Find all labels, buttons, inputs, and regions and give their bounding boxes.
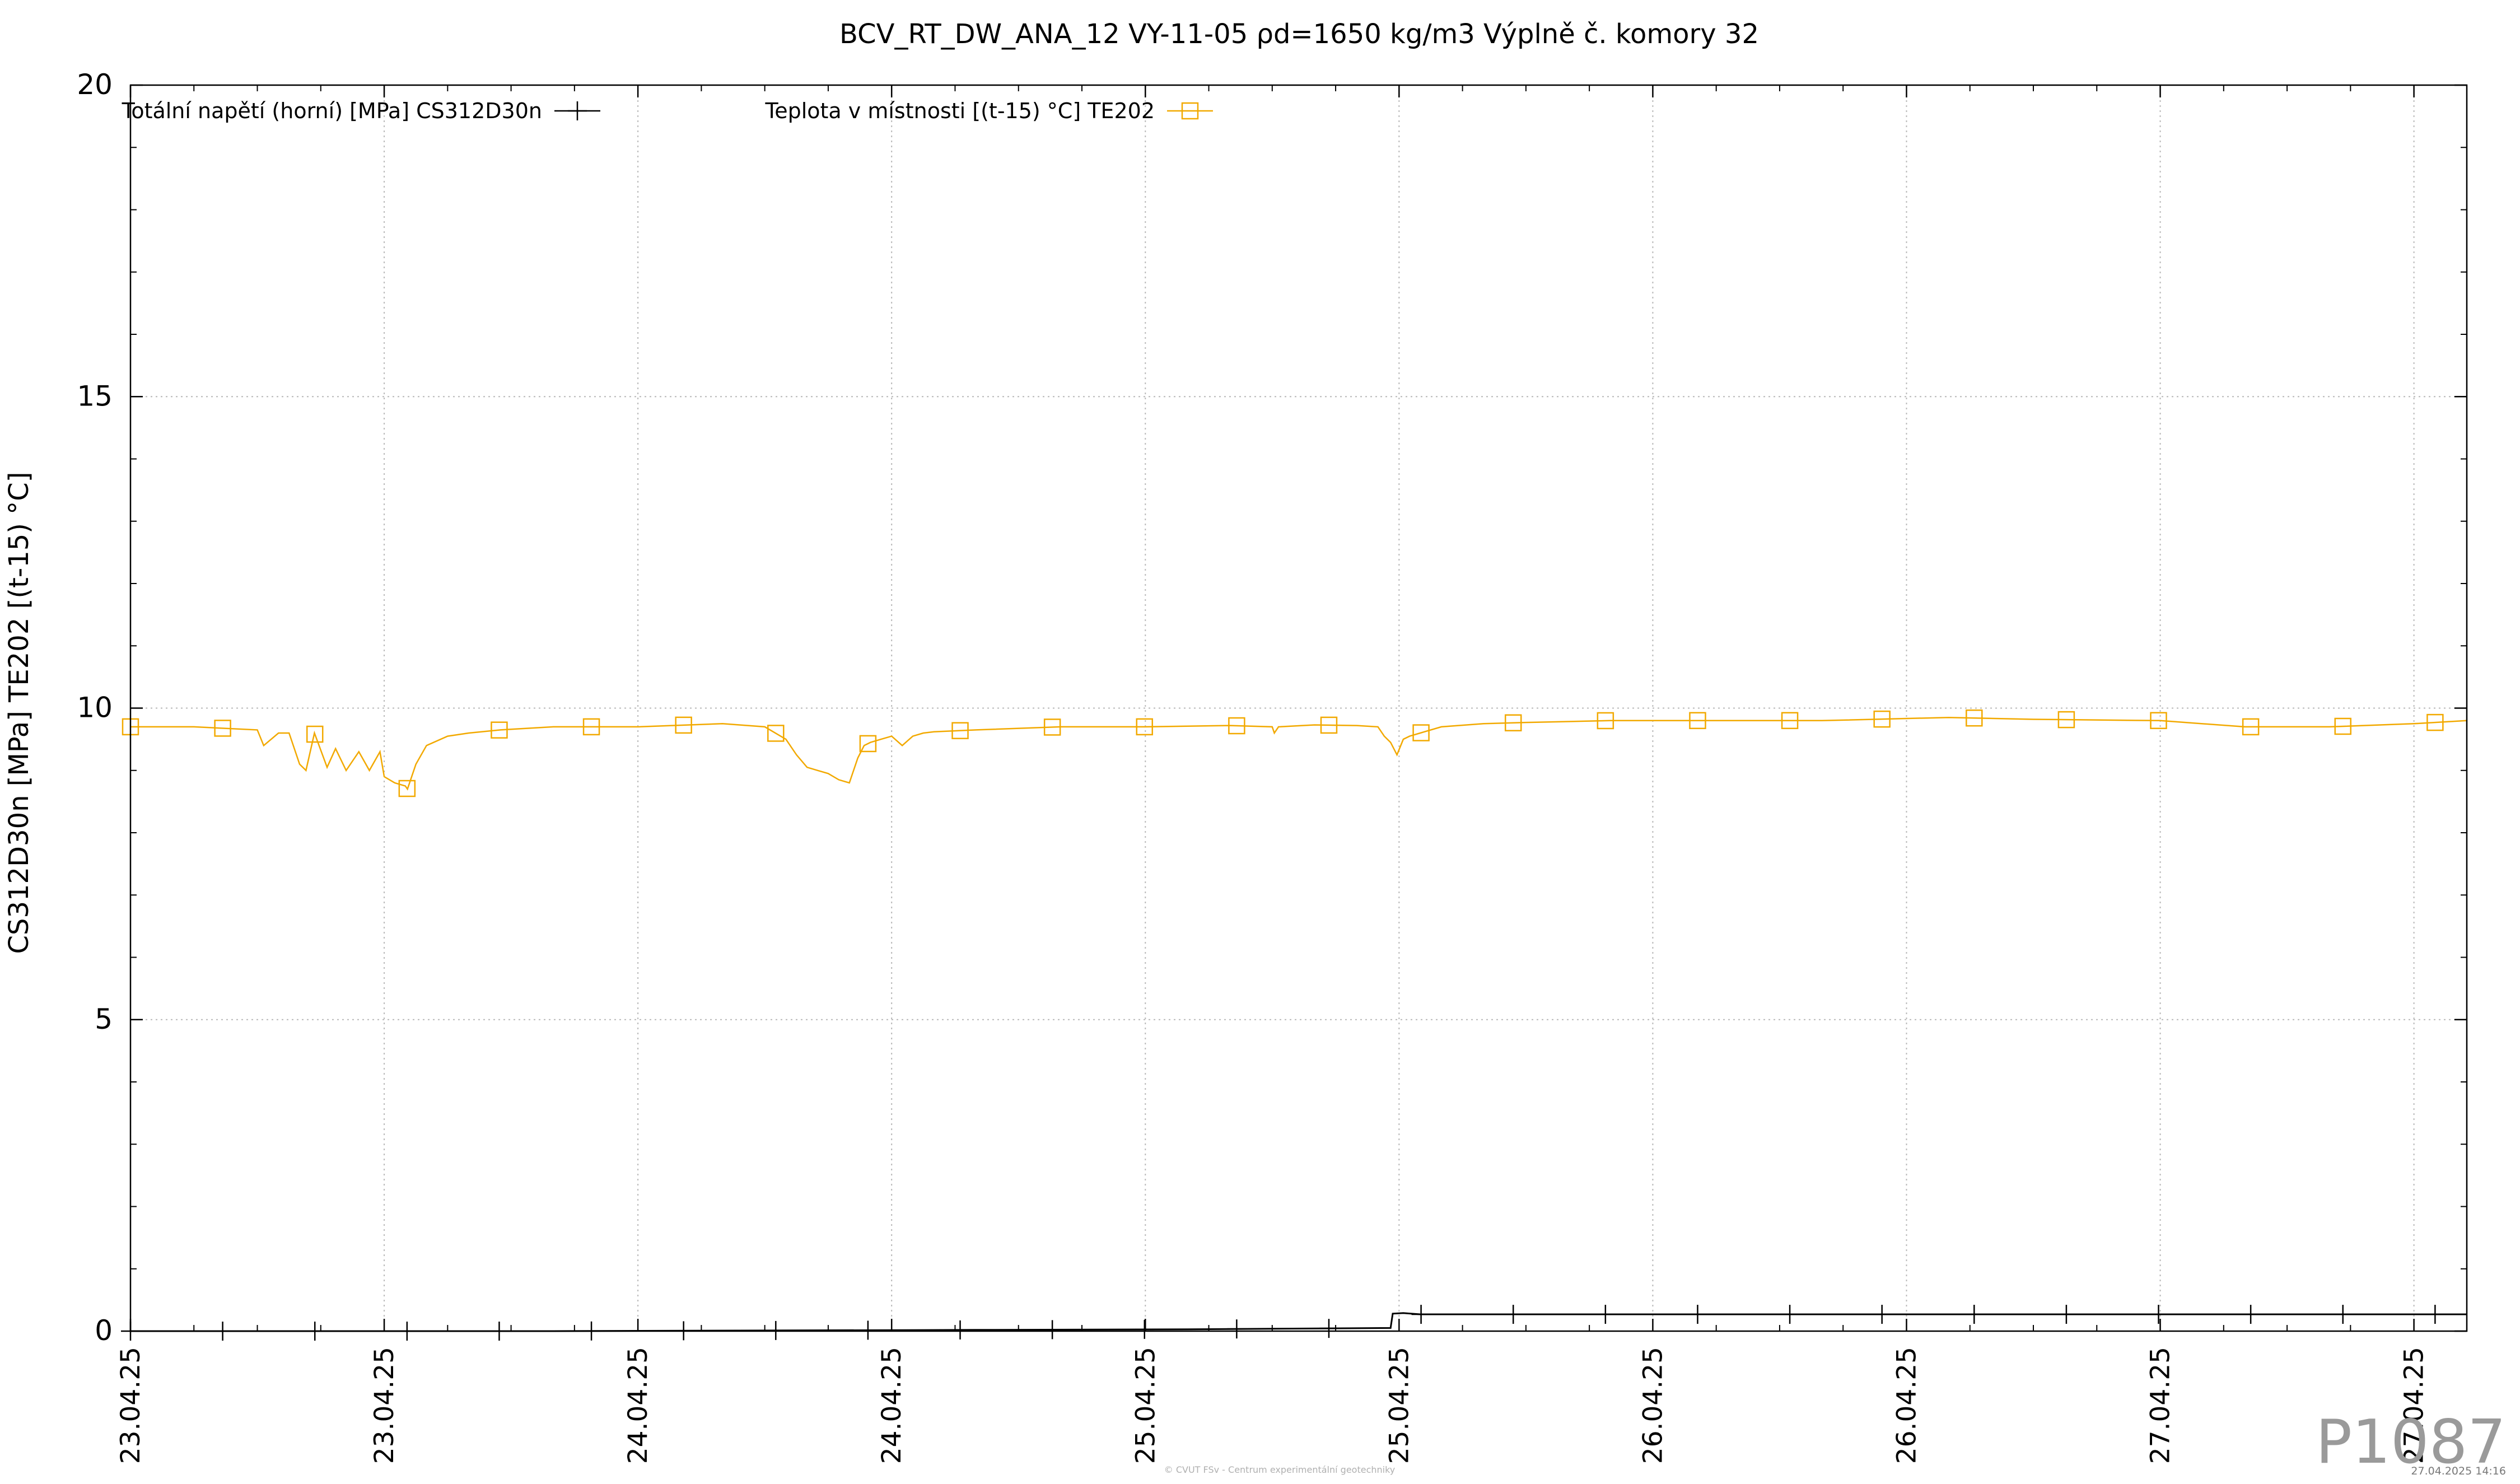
series-point [1966, 709, 1983, 727]
series-point [306, 725, 324, 743]
x-tick-label: 23.04.25 [369, 1347, 400, 1464]
series-point [1504, 1304, 1523, 1324]
footer-credit: © CVUT FSv - Centrum experimentální geot… [1164, 1464, 1396, 1475]
x-tick-labels: 23.04.25 23.04.25 24.04.25 24.04.25 25.04.25… [115, 1347, 2430, 1464]
series-point [1780, 1304, 1800, 1324]
series-point [1595, 1304, 1615, 1324]
series-point [2426, 713, 2444, 731]
series-0 [121, 1304, 2467, 1341]
series-point [1781, 712, 1799, 729]
legend-marker [568, 101, 587, 120]
legend-label: Teplota v místnosti [(t-15) °C] TE202 [764, 99, 1155, 123]
x-tick-label: 27.04.25 [2145, 1347, 2176, 1464]
y-tick-label: 15 [77, 380, 113, 412]
y-tick-label: 10 [77, 692, 113, 724]
series-point [1228, 717, 1245, 735]
series-point [1319, 1319, 1338, 1338]
x-tick-label: 25.04.25 [1130, 1347, 1161, 1464]
series-point [214, 720, 231, 737]
series-point [1411, 1304, 1431, 1324]
y-tick-label: 0 [95, 1314, 113, 1347]
series-point [1873, 710, 1891, 728]
legend-label: Totální napětí (horní) [MPa] CS312D30n [122, 99, 542, 123]
series-point [950, 1320, 970, 1340]
series-point [582, 718, 600, 736]
y-tick-label: 5 [95, 1003, 113, 1035]
x-tick-label: 26.04.25 [1637, 1347, 1668, 1464]
y-tick-labels: 0 5 10 15 20 [77, 68, 113, 1347]
series-line [130, 1312, 2467, 1332]
x-tick-label: 25.04.25 [1384, 1347, 1415, 1464]
x-tick-label: 24.04.25 [876, 1347, 907, 1464]
grid-lines [130, 85, 2467, 1331]
series-line [130, 716, 2467, 791]
legend: Totální napětí (horní) [MPa] CS312D30n Te… [122, 99, 1213, 123]
series-point [2150, 712, 2167, 729]
series-point [858, 1320, 878, 1340]
x-tick-label: 24.04.25 [623, 1347, 654, 1464]
series-point [951, 722, 969, 739]
series-point [1412, 724, 1430, 741]
series-point [1688, 1304, 1707, 1324]
series-point [859, 735, 877, 753]
x-tick-label: 27.04.25 [2399, 1347, 2430, 1464]
series-point [1689, 712, 1706, 729]
y-axis-label: CS312D30n [MPa] TE202 [(t-15) °C] [3, 472, 35, 954]
series-point [2333, 1304, 2353, 1324]
series-point [1872, 1304, 1892, 1324]
watermark-id: P1087 [2316, 1407, 2506, 1477]
series-point [2149, 1304, 2168, 1324]
series-point [1043, 1320, 1062, 1340]
series-point [675, 716, 692, 734]
legend-marker [1181, 102, 1199, 120]
series-point [1964, 1304, 1984, 1324]
plot-frame [129, 84, 2468, 1332]
y-tick-label: 20 [77, 68, 113, 101]
series-point [2056, 1304, 2076, 1324]
series-point [1320, 716, 1338, 734]
series-point [1504, 714, 1522, 732]
series-point [2242, 718, 2260, 736]
series-point [398, 780, 416, 797]
series-point [491, 721, 508, 739]
series-point [2241, 1304, 2261, 1324]
series-point [1135, 1319, 1154, 1339]
x-tick-label: 26.04.25 [1891, 1347, 1922, 1464]
footer-date: 27.04.2025 14:16 [2411, 1465, 2506, 1477]
x-tick-label: 23.04.25 [115, 1347, 146, 1464]
series-point [1043, 718, 1061, 736]
series-layer [121, 709, 2467, 1341]
series-point [2425, 1304, 2445, 1324]
chart-title: BCV_RT_DW_ANA_12 VY-11-05 ρd=1650 kg/m3 … [839, 18, 1759, 50]
series-point [2057, 711, 2075, 729]
series-point [2334, 717, 2352, 735]
series-1 [122, 709, 2467, 797]
series-point [767, 725, 785, 742]
axis-ticks [129, 84, 2467, 1332]
series-point [1597, 712, 1614, 730]
series-point [1227, 1319, 1247, 1339]
series-point [1136, 718, 1154, 736]
